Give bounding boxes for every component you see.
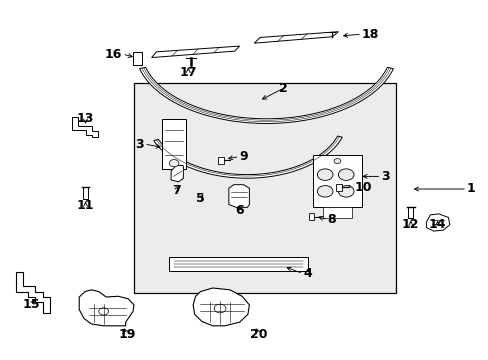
- Text: 11: 11: [77, 199, 94, 212]
- Bar: [322, 207, 351, 218]
- Circle shape: [338, 186, 353, 197]
- Text: 17: 17: [179, 66, 197, 78]
- Text: 5: 5: [196, 192, 204, 204]
- Bar: [83, 187, 88, 199]
- Bar: [162, 119, 185, 169]
- Circle shape: [338, 169, 353, 180]
- Text: 3: 3: [135, 138, 144, 150]
- Circle shape: [317, 186, 332, 197]
- Circle shape: [99, 308, 108, 315]
- Bar: [218, 157, 224, 164]
- Bar: [407, 207, 412, 218]
- Polygon shape: [171, 166, 183, 182]
- Polygon shape: [426, 214, 449, 231]
- Bar: [312, 155, 361, 207]
- Polygon shape: [151, 46, 239, 58]
- Bar: [335, 184, 342, 191]
- Text: 3: 3: [381, 170, 389, 183]
- Polygon shape: [72, 117, 98, 137]
- Text: 7: 7: [171, 184, 180, 197]
- Text: 16: 16: [104, 48, 122, 60]
- Text: 2: 2: [279, 82, 287, 95]
- Text: 8: 8: [327, 213, 336, 226]
- Text: 4: 4: [303, 267, 311, 280]
- Text: 19: 19: [118, 328, 136, 341]
- Polygon shape: [16, 272, 50, 313]
- Circle shape: [317, 169, 332, 180]
- Text: 14: 14: [428, 219, 446, 231]
- Text: 6: 6: [235, 204, 244, 217]
- Text: 9: 9: [239, 150, 248, 163]
- Polygon shape: [228, 185, 249, 207]
- Polygon shape: [193, 288, 249, 326]
- Bar: [168, 257, 307, 271]
- Text: 13: 13: [77, 112, 94, 125]
- Text: 1: 1: [466, 183, 475, 195]
- Text: 20: 20: [250, 328, 267, 341]
- Bar: [134, 83, 395, 293]
- Text: 10: 10: [354, 181, 371, 194]
- Polygon shape: [79, 290, 134, 326]
- Bar: [133, 52, 142, 65]
- Circle shape: [214, 304, 225, 313]
- Text: 15: 15: [23, 298, 41, 311]
- Circle shape: [169, 159, 179, 167]
- Bar: [308, 213, 314, 220]
- Polygon shape: [139, 67, 393, 123]
- Circle shape: [333, 158, 340, 163]
- Text: 12: 12: [401, 219, 419, 231]
- Text: 18: 18: [361, 28, 379, 41]
- Polygon shape: [254, 32, 338, 43]
- Polygon shape: [153, 136, 342, 178]
